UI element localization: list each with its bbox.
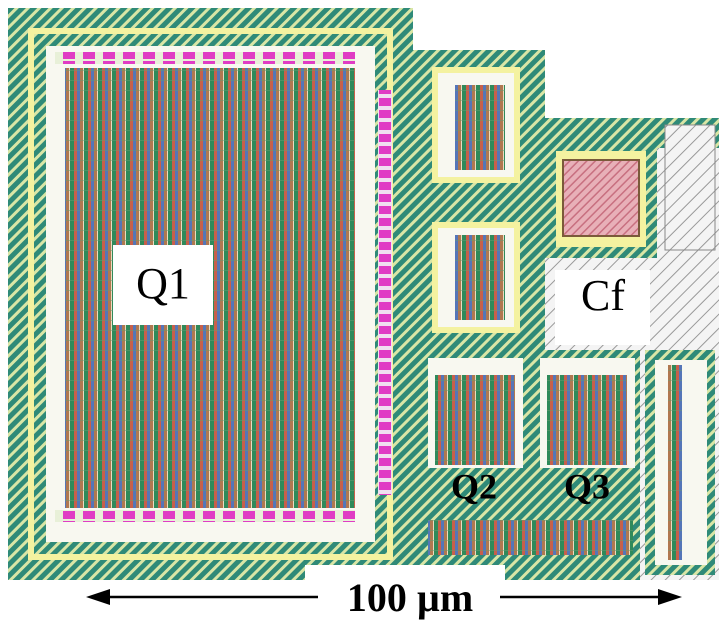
label: Cf xyxy=(581,271,625,320)
scale-bar-label: 100 µm xyxy=(347,575,473,620)
label: Q2 xyxy=(451,466,497,506)
layout: Q1 Cf Q2 Q3 100 µm xyxy=(0,0,719,626)
label: Q1 xyxy=(136,259,190,308)
label: Q3 xyxy=(564,466,610,506)
